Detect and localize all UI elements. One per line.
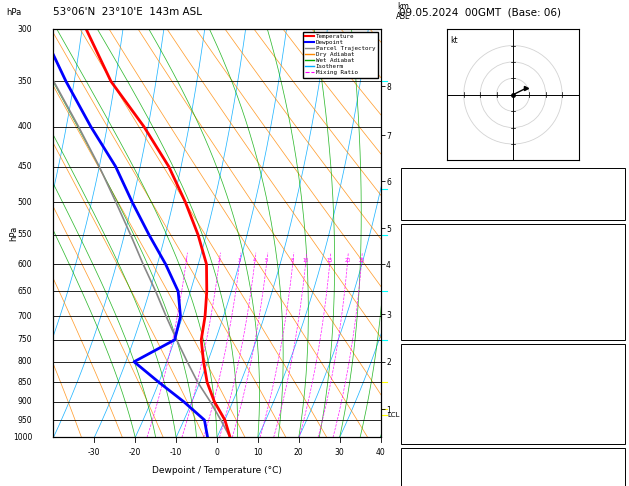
- Text: Totals Totals: Totals Totals: [406, 189, 469, 198]
- Text: 30: 30: [335, 448, 345, 457]
- Text: 284: 284: [606, 277, 620, 286]
- Text: 600: 600: [18, 260, 32, 269]
- Text: -2.3: -2.3: [601, 261, 620, 270]
- Text: 800: 800: [18, 357, 32, 366]
- Text: 3.2: 3.2: [606, 245, 620, 254]
- Text: © weatheronline.co.uk weatheronline.co.uk: © weatheronline.co.uk weatheronline.co.u…: [401, 474, 576, 480]
- Text: 8: 8: [291, 258, 294, 263]
- Text: 0: 0: [615, 413, 620, 422]
- Text: -10: -10: [170, 448, 182, 457]
- Text: 0.75: 0.75: [601, 205, 620, 214]
- Text: 0: 0: [615, 309, 620, 318]
- Text: 950: 950: [18, 416, 32, 424]
- Text: CAPE (J): CAPE (J): [406, 413, 445, 422]
- Text: 4: 4: [253, 258, 256, 263]
- Text: CIN (J): CIN (J): [406, 429, 440, 438]
- Text: 17: 17: [610, 485, 620, 486]
- Text: 20: 20: [344, 258, 350, 263]
- Text: Hodograph: Hodograph: [491, 453, 535, 462]
- Text: 53°06'N  23°10'E  143m ASL: 53°06'N 23°10'E 143m ASL: [53, 7, 203, 17]
- Text: Lifted Index: Lifted Index: [406, 293, 464, 302]
- Text: EH: EH: [406, 469, 416, 478]
- Text: 350: 350: [18, 77, 32, 86]
- Text: Lifted Index: Lifted Index: [406, 397, 464, 406]
- Text: Mixing Ratio (g/kg): Mixing Ratio (g/kg): [426, 200, 433, 266]
- Text: 650: 650: [18, 287, 32, 296]
- Text: 400: 400: [18, 122, 32, 131]
- Text: LCL: LCL: [387, 412, 399, 417]
- Text: 17: 17: [610, 293, 620, 302]
- Text: 09.05.2024  00GMT  (Base: 06): 09.05.2024 00GMT (Base: 06): [399, 7, 562, 17]
- Text: Surface: Surface: [496, 229, 530, 238]
- Text: km
ASL: km ASL: [396, 1, 411, 21]
- Text: 550: 550: [18, 230, 32, 239]
- Text: 40: 40: [376, 448, 386, 457]
- Text: Temp (°C): Temp (°C): [406, 245, 450, 254]
- Text: 36: 36: [610, 189, 620, 198]
- Text: -6: -6: [610, 173, 620, 182]
- Text: 0: 0: [214, 448, 220, 457]
- Text: -20: -20: [129, 448, 142, 457]
- Text: -35: -35: [606, 469, 620, 478]
- Text: 10: 10: [303, 258, 309, 263]
- Text: 1: 1: [184, 258, 187, 263]
- Text: SREH: SREH: [406, 485, 425, 486]
- Text: hPa: hPa: [6, 8, 21, 17]
- Text: 850: 850: [18, 378, 32, 387]
- Text: 3: 3: [238, 258, 241, 263]
- Text: θₑ(K): θₑ(K): [406, 277, 430, 286]
- Text: 0: 0: [615, 429, 620, 438]
- Text: 25: 25: [358, 258, 364, 263]
- Text: 1000: 1000: [13, 433, 32, 442]
- Text: K: K: [406, 173, 411, 182]
- Text: 450: 450: [18, 162, 32, 171]
- Text: 500: 500: [18, 198, 32, 207]
- Text: 700: 700: [18, 312, 32, 321]
- Text: θₑ (K): θₑ (K): [406, 381, 435, 390]
- Text: Most Unstable: Most Unstable: [481, 349, 545, 358]
- Text: kt: kt: [450, 36, 459, 45]
- Text: 300: 300: [18, 25, 32, 34]
- Text: Pressure (mb): Pressure (mb): [406, 365, 469, 374]
- Text: 0: 0: [615, 325, 620, 334]
- Text: 5: 5: [265, 258, 268, 263]
- Text: 900: 900: [18, 397, 32, 406]
- Text: CAPE (J): CAPE (J): [406, 309, 445, 318]
- Text: 20: 20: [294, 448, 304, 457]
- Text: 12: 12: [610, 397, 620, 406]
- Text: 15: 15: [326, 258, 333, 263]
- Text: Dewpoint / Temperature (°C): Dewpoint / Temperature (°C): [152, 466, 282, 475]
- Text: 750: 750: [606, 365, 620, 374]
- Text: -30: -30: [88, 448, 101, 457]
- Text: hPa: hPa: [9, 226, 19, 241]
- Text: Dewp (°C): Dewp (°C): [406, 261, 450, 270]
- Text: 750: 750: [18, 335, 32, 345]
- Text: 10: 10: [253, 448, 263, 457]
- Text: PW (cm): PW (cm): [406, 205, 440, 214]
- Text: 290: 290: [606, 381, 620, 390]
- Legend: Temperature, Dewpoint, Parcel Trajectory, Dry Adiabat, Wet Adiabat, Isotherm, Mi: Temperature, Dewpoint, Parcel Trajectory…: [303, 32, 377, 78]
- Text: CIN (J): CIN (J): [406, 325, 440, 334]
- Text: 2: 2: [218, 258, 221, 263]
